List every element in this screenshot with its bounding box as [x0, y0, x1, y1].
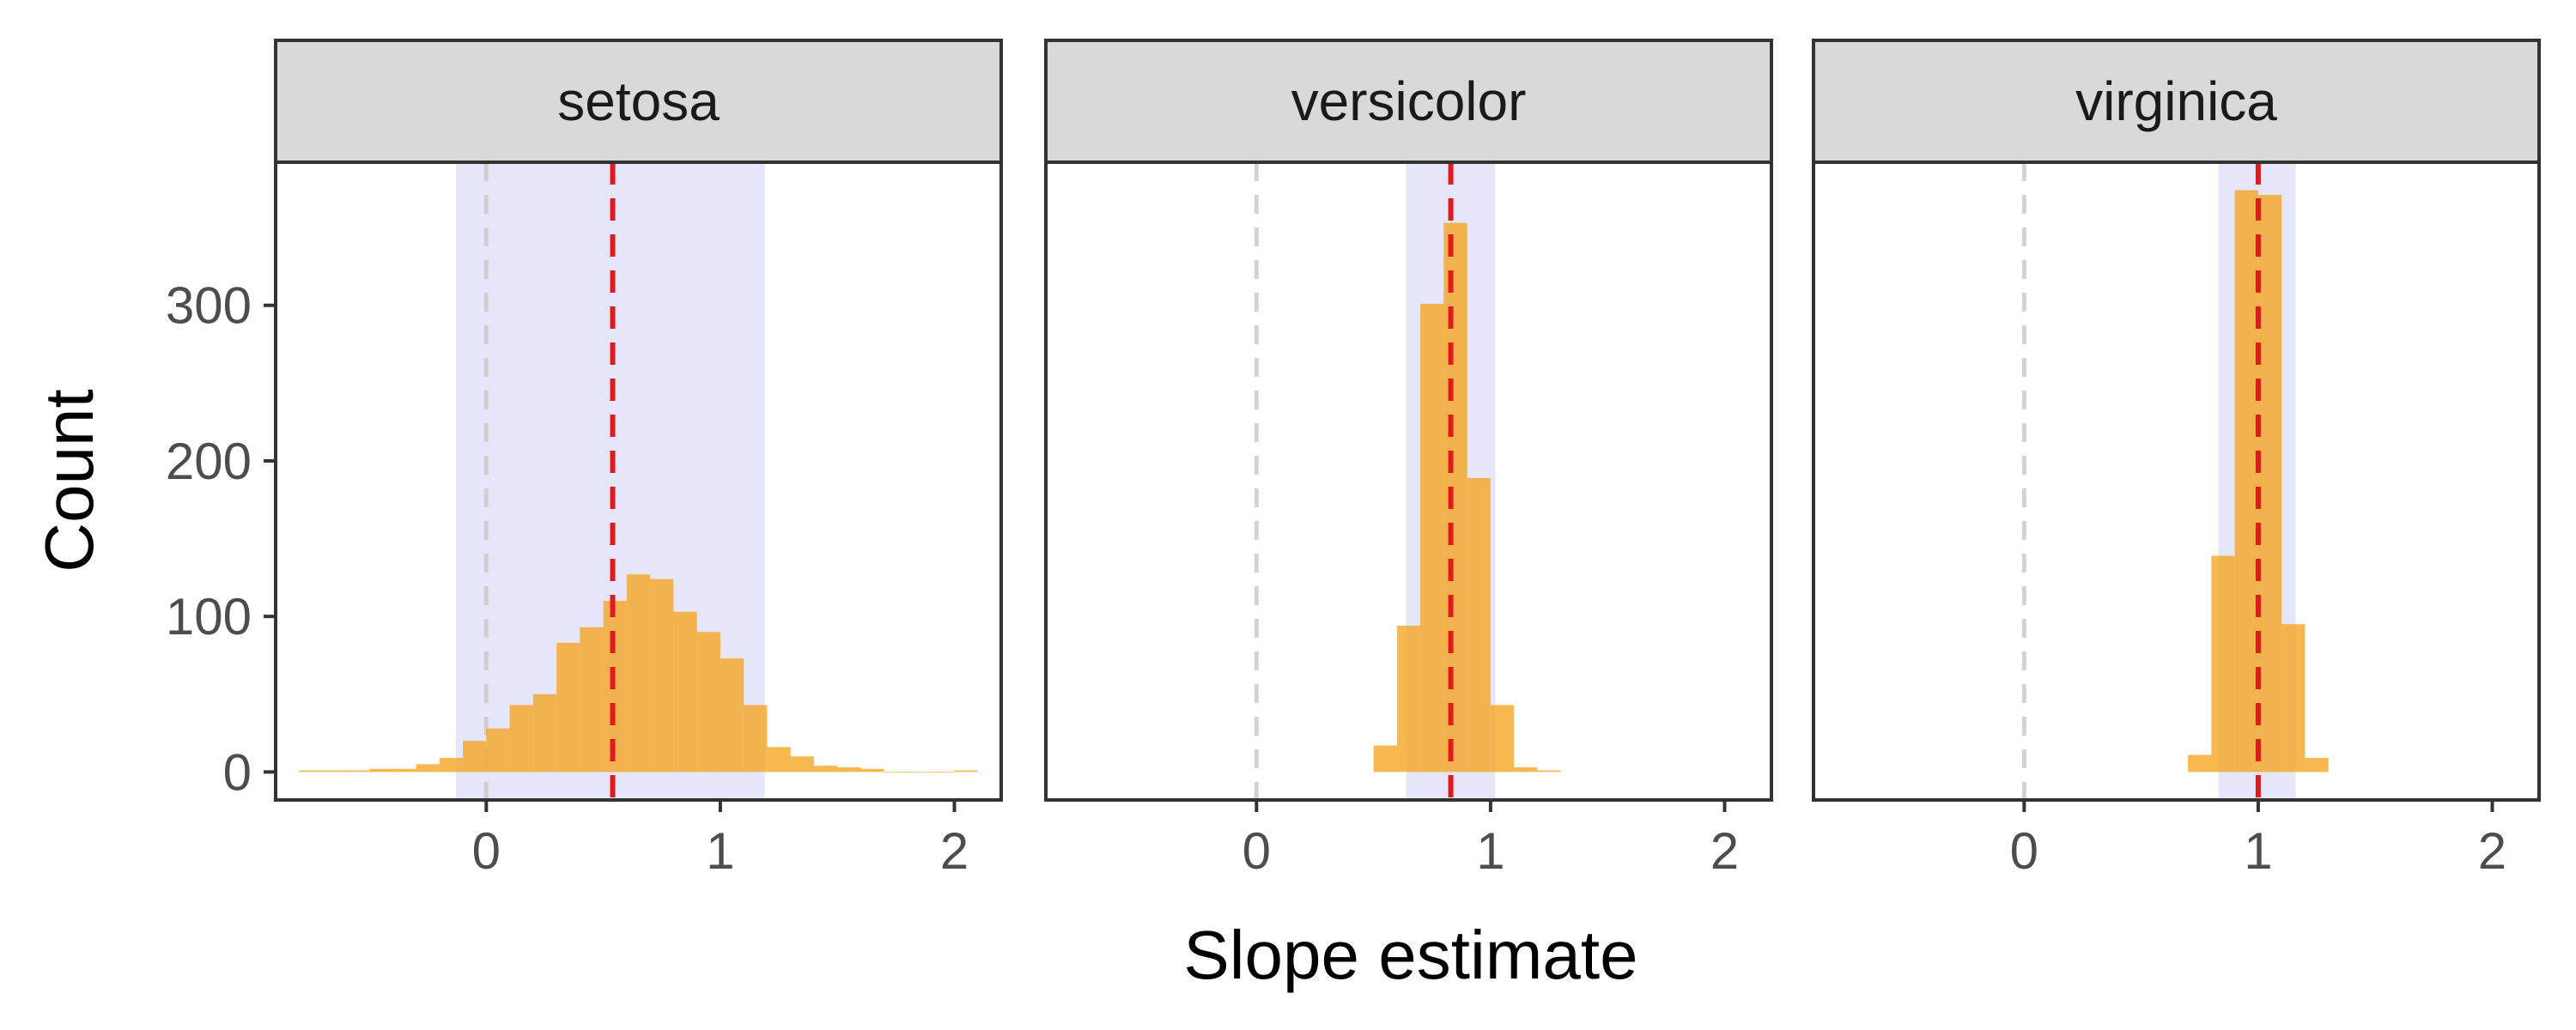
histogram-bar: [2305, 758, 2329, 772]
x-tick-label: 0: [1242, 822, 1271, 880]
histogram-bar: [650, 579, 674, 772]
histogram-bar: [626, 574, 651, 772]
y-tick-label: 0: [223, 743, 252, 801]
facet-panel-setosa: setosa 0 1 2: [274, 39, 1003, 880]
histogram-bar: [486, 728, 510, 772]
histogram-bar: [1443, 222, 1467, 772]
y-tick-label: 300: [166, 277, 252, 335]
histogram-bar: [696, 632, 720, 772]
histogram-bar: [673, 611, 697, 772]
strip-background: [1044, 39, 1773, 164]
histogram-bar: [299, 770, 323, 772]
histogram-bar: [1467, 477, 1491, 772]
x-tick-label: 0: [2010, 822, 2038, 880]
histogram-bar: [744, 705, 768, 772]
histogram-bar: [1396, 626, 1421, 772]
facet-panel-versicolor: versicolor 0 1 2: [1044, 39, 1773, 880]
histogram-bar: [790, 756, 814, 772]
x-tick-label: 1: [706, 822, 734, 880]
histogram-bar: [1537, 770, 1561, 772]
histogram-bar: [2281, 624, 2306, 772]
x-tick-label: 1: [1476, 822, 1504, 880]
y-axis-title: Count: [31, 389, 107, 572]
facet-panel-virginica: virginica 0 1 2: [1812, 39, 2541, 880]
histogram-bar: [813, 766, 838, 772]
histogram-bar: [1373, 745, 1397, 772]
y-tick-label: 200: [166, 433, 252, 490]
x-tick-label: 1: [2244, 822, 2272, 880]
panel-border: [1044, 161, 1773, 802]
x-tick-label: 2: [2478, 822, 2506, 880]
y-axis: 0 100 200 300: [166, 277, 276, 801]
histogram-bar: [509, 705, 533, 772]
strip-label: setosa: [557, 70, 720, 132]
histogram-bar: [2257, 195, 2282, 772]
histogram-bar: [580, 627, 604, 772]
histogram-bar: [532, 694, 557, 772]
histogram-bar: [2234, 190, 2258, 772]
strip-label: virginica: [2075, 70, 2277, 132]
histogram-bar: [767, 747, 791, 772]
histogram-bar: [837, 766, 861, 772]
y-tick-label: 100: [166, 588, 252, 645]
histogram-bar: [392, 768, 416, 772]
panel-background: [1814, 162, 2539, 800]
histogram-bar: [720, 658, 744, 772]
histogram-bar: [439, 758, 464, 772]
histogram-bar: [2188, 754, 2212, 772]
histogram-bar: [1514, 766, 1538, 772]
histogram-bar: [369, 768, 393, 772]
histogram-bar: [322, 770, 346, 772]
histogram-bar: [1490, 705, 1515, 772]
x-axis-title: Slope estimate: [1183, 917, 1637, 993]
histogram-bar: [2211, 555, 2235, 772]
histogram-bar: [463, 741, 487, 772]
strip-label: versicolor: [1291, 70, 1527, 132]
x-tick-label: 2: [1710, 822, 1739, 880]
x-tick-label: 0: [472, 822, 501, 880]
histogram-bar: [860, 768, 884, 772]
strip-background: [274, 39, 1003, 164]
histogram-bar: [954, 770, 978, 772]
histogram-bar: [416, 764, 440, 772]
panel-border: [274, 161, 1003, 802]
histogram-bar: [1420, 303, 1444, 772]
histogram-bar: [345, 770, 370, 772]
facet-panels: setosa 0 1 2 versicolor 0 1 2 virginica 0 1 2: [274, 39, 2541, 880]
x-tick-label: 2: [940, 822, 969, 880]
histogram-bar: [556, 642, 580, 772]
panel-border: [1812, 161, 2541, 802]
